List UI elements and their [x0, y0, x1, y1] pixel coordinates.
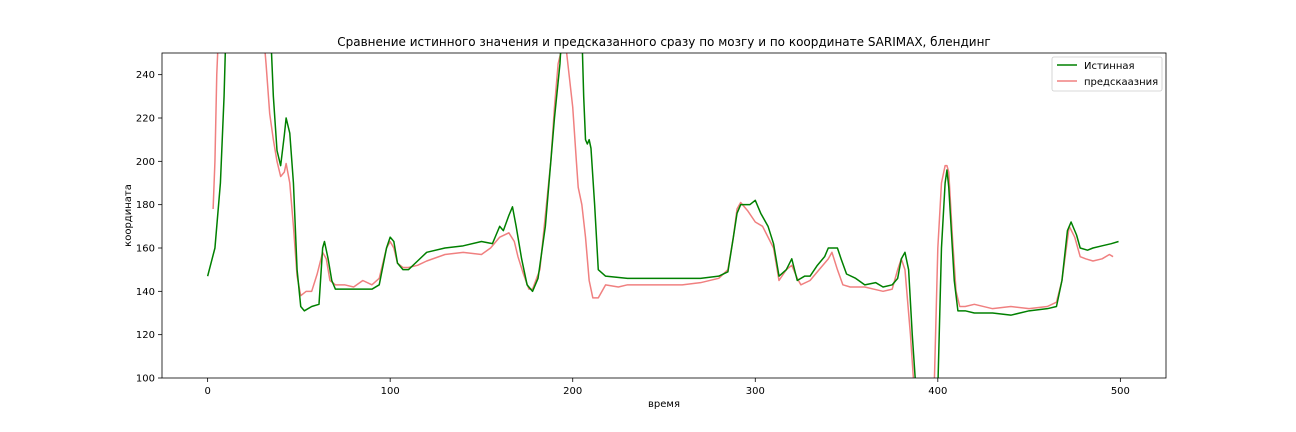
legend-label-series-1: Истинная	[1084, 61, 1135, 72]
y-tick-label: 180	[136, 200, 155, 211]
series-line-2	[212, 53, 1114, 378]
plot-frame	[161, 52, 1167, 379]
y-tick-label: 140	[136, 287, 155, 298]
series-layer	[206, 53, 1119, 378]
legend-label-series-2: предскаазния	[1084, 77, 1158, 88]
legend-box	[1051, 56, 1163, 92]
x-tick-label: 100	[381, 386, 400, 397]
legend: Истинная предскаазния	[1051, 56, 1163, 92]
y-tick-label: 160	[136, 244, 155, 255]
y-axis: 100 120 140 160 180 200 220 240	[136, 70, 162, 385]
y-tick-label: 240	[136, 70, 155, 81]
y-tick-label: 120	[136, 330, 155, 341]
x-axis: 0 100 200 300 400 500	[204, 378, 1130, 397]
y-tick-label: 200	[136, 157, 155, 168]
series-line-1	[206, 53, 1119, 378]
y-tick-label: 100	[136, 374, 155, 385]
x-tick-label: 300	[746, 386, 765, 397]
x-tick-label: 0	[204, 386, 210, 397]
chart-title: Сравнение истинного значения и предсказа…	[337, 35, 990, 49]
y-axis-label: координата	[123, 184, 134, 247]
x-axis-label: время	[648, 399, 680, 410]
y-tick-label: 220	[136, 114, 155, 125]
x-tick-label: 500	[1111, 386, 1130, 397]
x-tick-label: 400	[928, 386, 947, 397]
x-tick-label: 200	[563, 386, 582, 397]
